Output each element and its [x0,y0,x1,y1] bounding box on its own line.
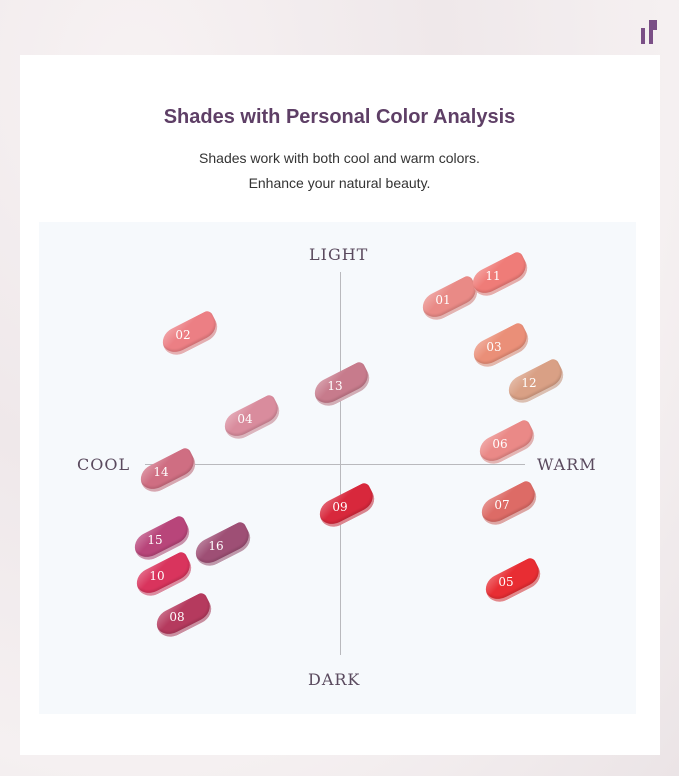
shade-number: 13 [327,379,343,393]
axis-label-dark: DARK [308,670,361,689]
shade-number: 08 [169,610,185,624]
color-map-panel [39,222,636,714]
shade-number: 02 [175,328,191,342]
shade-number: 09 [332,500,348,514]
shade-number: 03 [486,340,502,354]
page-title: Shades with Personal Color Analysis [163,106,516,128]
subtitle-line-2: Enhance your natural beauty. [248,175,431,191]
shade-number: 06 [492,437,508,451]
shade-number: 11 [485,269,501,283]
shade-number: 07 [494,498,510,512]
shade-number: 04 [237,412,253,426]
shade-number: 14 [153,465,169,479]
shade-number: 15 [147,533,163,547]
shade-number: 05 [498,575,514,589]
subtitle-line-1: Shades work with both cool and warm colo… [199,150,480,166]
shade-number: 10 [149,569,165,583]
axis-label-warm: WARM [537,455,597,474]
shade-number: 12 [521,376,537,390]
brand-logo-icon [641,20,657,44]
shade-number: 16 [208,539,224,553]
shade-number: 01 [435,293,451,307]
horizontal-axis [145,464,525,465]
vertical-axis [340,272,341,655]
axis-label-cool: COOL [77,455,131,474]
axis-label-light: LIGHT [309,245,369,264]
